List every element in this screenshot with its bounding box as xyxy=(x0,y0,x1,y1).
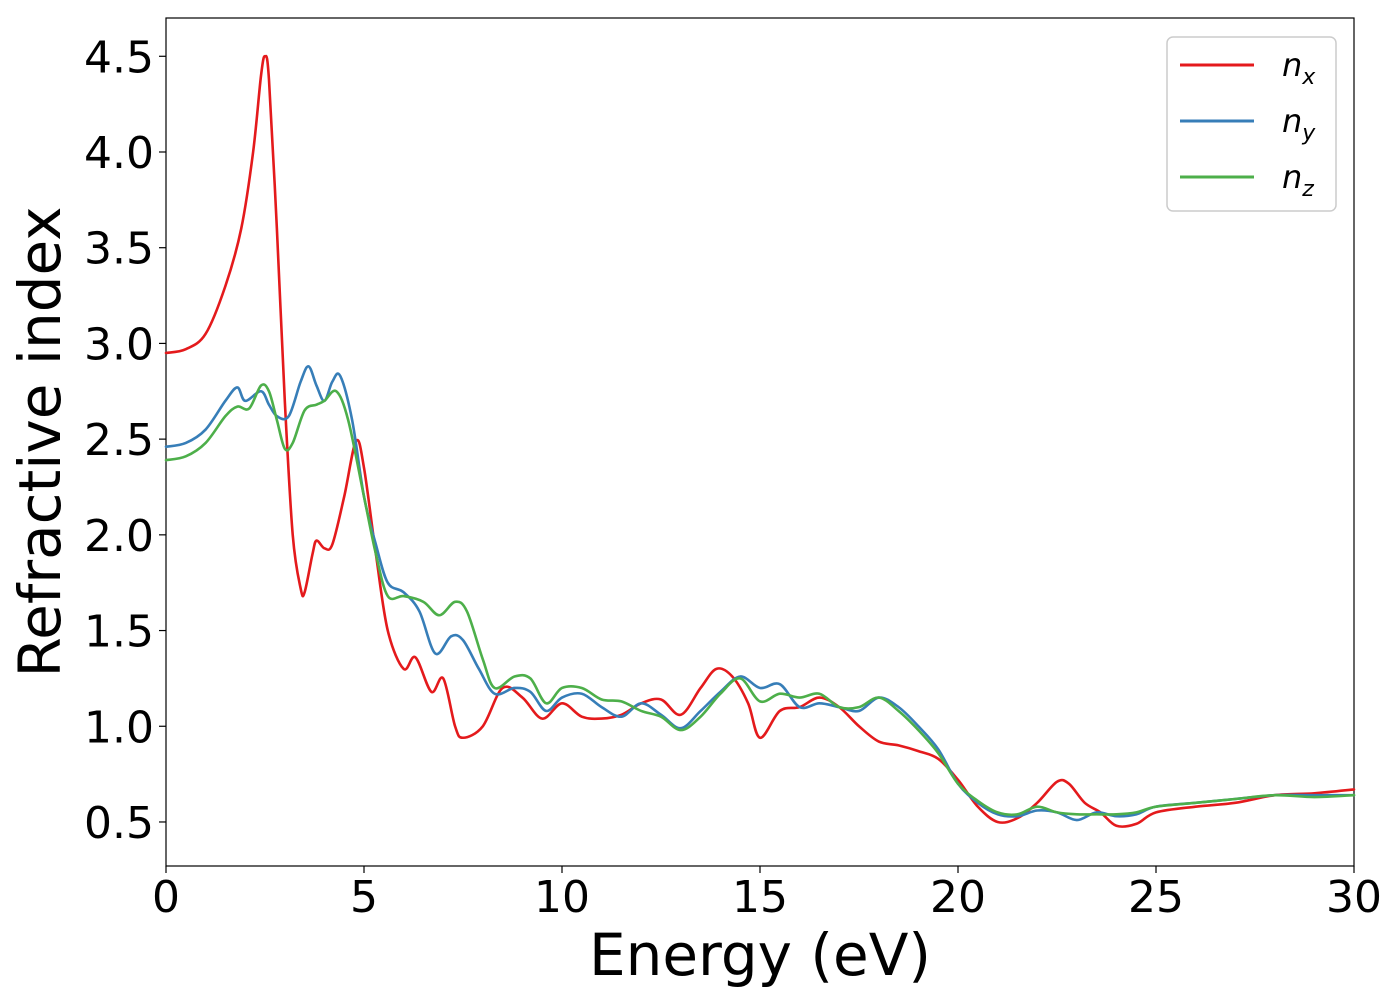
x-tick-label: 15 xyxy=(732,872,788,923)
legend-box xyxy=(1166,36,1337,212)
x-tick-label: 20 xyxy=(930,872,986,923)
legend-label-n-z: nz xyxy=(1282,158,1314,202)
legend-items: nx ny nz xyxy=(1180,46,1316,202)
y-tick-label: 3.5 xyxy=(84,224,154,275)
x-tick-label: 25 xyxy=(1128,872,1184,923)
y-tick-label: 1.5 xyxy=(84,607,154,658)
legend-label-n-x: nx xyxy=(1282,46,1316,90)
series-line-n-x xyxy=(164,54,1356,828)
x-tick-label: 30 xyxy=(1326,872,1382,923)
y-tick-label: 2.0 xyxy=(84,511,154,562)
x-tick-label: 10 xyxy=(534,872,590,923)
legend: nx ny nz xyxy=(1166,36,1337,212)
y-tick-label: 2.5 xyxy=(84,415,154,466)
x-axis-title: Energy (eV) xyxy=(589,921,931,989)
series-layer xyxy=(164,54,1356,828)
y-tick-label: 3.0 xyxy=(84,319,154,370)
x-tick-label: 0 xyxy=(152,872,180,923)
y-axis: 0.5 1.0 1.5 2.0 2.5 3.0 3.5 4.0 4.5 xyxy=(84,32,166,849)
series-line-n-y xyxy=(164,365,1356,822)
x-axis: 0 5 10 15 20 25 30 xyxy=(152,866,1382,923)
y-tick-label: 1.0 xyxy=(84,702,154,753)
series-line-n-z xyxy=(164,383,1356,817)
plot-area xyxy=(165,17,1355,867)
x-tick-label: 5 xyxy=(350,872,378,923)
y-tick-label: 4.5 xyxy=(84,32,154,83)
legend-label-n-y: ny xyxy=(1282,102,1316,146)
y-tick-label: 0.5 xyxy=(84,798,154,849)
y-axis-title: Refractive index xyxy=(6,206,74,677)
y-tick-label: 4.0 xyxy=(84,128,154,179)
